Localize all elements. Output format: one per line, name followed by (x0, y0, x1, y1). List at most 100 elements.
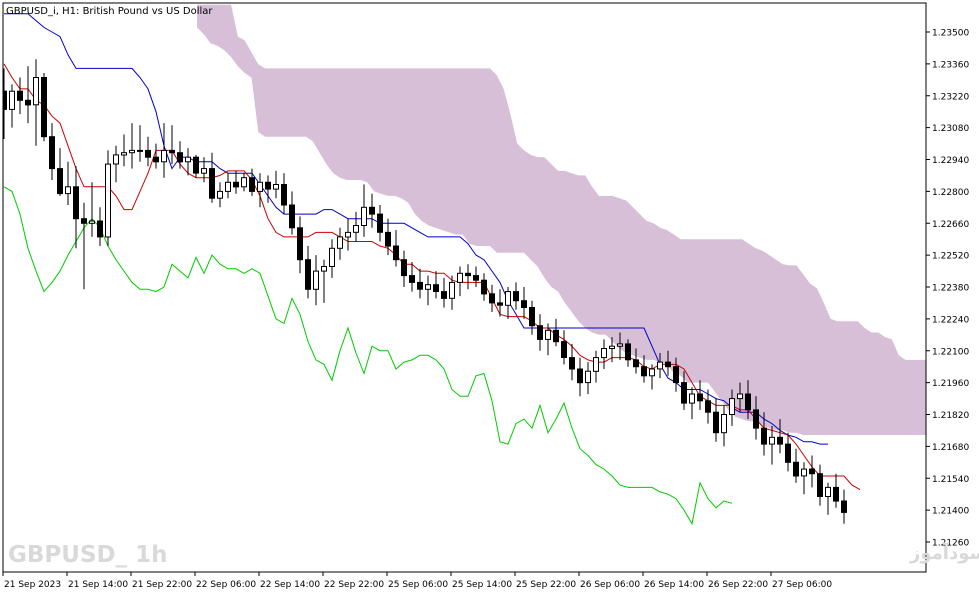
candle-body (585, 370, 591, 384)
candle-body (113, 154, 119, 165)
candle-body (721, 414, 727, 434)
candle (145, 136, 151, 167)
candle-body (537, 325, 543, 340)
candle-body (449, 281, 455, 299)
candle-body (89, 220, 95, 224)
candle (481, 273, 487, 301)
candle (289, 191, 295, 235)
time-axis[interactable]: 21 Sep 2023 21 Sep 14:00 21 Sep 22:00 22 Se… (2, 572, 832, 590)
candle-body (441, 291, 447, 299)
candle (9, 84, 15, 128)
candle (401, 250, 407, 287)
indicator-lines (3, 13, 861, 526)
candle-body (553, 329, 559, 343)
candle-body (377, 213, 383, 233)
candle (305, 246, 311, 299)
candle-body (33, 77, 39, 106)
y-tick-label: 1.23500 (932, 29, 969, 39)
candle-body (673, 366, 679, 384)
candle (769, 425, 775, 465)
candle (545, 323, 551, 356)
candle (49, 123, 55, 180)
candle (753, 396, 759, 440)
candle (129, 123, 135, 169)
candle-body (385, 231, 391, 247)
candle (513, 282, 519, 310)
x-tick-label: 25 Sep 06:00 (388, 580, 448, 590)
candle (201, 157, 207, 183)
candle (321, 259, 327, 303)
candle (617, 332, 623, 360)
candle (185, 148, 191, 176)
candle-body (745, 393, 751, 411)
candle (841, 489, 847, 524)
candle-body (177, 152, 183, 163)
candle-body (529, 307, 535, 327)
candle (161, 123, 167, 178)
candle (137, 125, 143, 162)
candle-body (185, 156, 191, 163)
candle (825, 482, 831, 515)
candle (521, 287, 527, 319)
y-tick-label: 1.21400 (932, 507, 969, 517)
candle (329, 239, 335, 278)
candle-body (97, 220, 103, 238)
candle-body (713, 411, 719, 434)
candle (417, 268, 423, 299)
candle-body (265, 181, 271, 190)
candle-body (641, 366, 647, 377)
y-tick-label: 1.22520 (932, 252, 969, 262)
candle (761, 412, 767, 456)
candle (809, 455, 815, 488)
y-tick-label: 1.23220 (932, 92, 969, 102)
candle-body (545, 329, 551, 340)
x-tick-label: 26 Sep 22:00 (708, 580, 768, 590)
candle (641, 355, 647, 383)
y-tick-label: 1.21820 (932, 411, 969, 421)
candle-body (281, 184, 287, 206)
candle (665, 350, 671, 376)
candle (593, 350, 599, 383)
ichimoku-cloud (197, 4, 926, 435)
candle-body (601, 348, 607, 359)
candle (705, 389, 711, 424)
candle-body (409, 275, 415, 283)
candle (393, 230, 399, 267)
candle (697, 380, 703, 410)
candle-body (241, 177, 247, 188)
candle (497, 289, 503, 317)
candle (121, 134, 127, 167)
candle (65, 161, 71, 205)
y-tick-label: 1.22660 (932, 220, 969, 230)
candle (689, 387, 695, 420)
candle (337, 227, 343, 260)
candle-body (337, 236, 343, 249)
candle (105, 150, 111, 246)
candle-body (625, 343, 631, 361)
candle-body (65, 186, 71, 195)
candle-body (665, 361, 671, 368)
x-tick-label: 25 Sep 22:00 (516, 580, 576, 590)
candle (433, 271, 439, 299)
candle (241, 173, 247, 192)
candle-body (841, 500, 847, 513)
candle-body (209, 168, 215, 199)
candle-body (481, 279, 487, 295)
candle (817, 464, 823, 506)
price-axis[interactable]: 1.23500 1.23360 1.23220 1.23080 1.22940 1.228… (926, 29, 969, 549)
candle (153, 143, 159, 169)
candle (297, 216, 303, 274)
x-tick-label: 22 Sep 06:00 (196, 580, 256, 590)
candle-body (489, 293, 495, 304)
candle-body (105, 163, 111, 238)
candle (313, 255, 319, 306)
candle-body (161, 149, 167, 163)
candle (249, 168, 255, 196)
x-tick-label: 21 Sep 22:00 (132, 580, 192, 590)
candle-body (129, 149, 135, 154)
candle (177, 141, 183, 169)
y-tick-label: 1.22800 (932, 188, 969, 198)
candle-body (505, 291, 511, 306)
